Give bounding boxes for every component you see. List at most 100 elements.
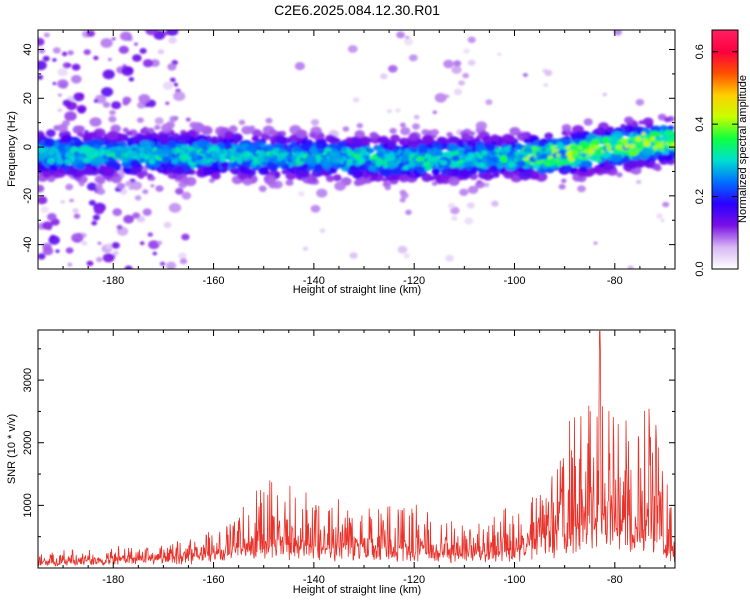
heatmap-blob [443, 59, 454, 69]
heatmap-blob [110, 124, 121, 133]
heatmap-blob [208, 178, 215, 184]
heatmap-blob [408, 132, 419, 142]
heatmap-blob [474, 137, 481, 142]
heatmap-blob [410, 157, 417, 163]
heatmap-blob [340, 146, 347, 152]
heatmap-blob [524, 147, 533, 153]
heatmap-blob [605, 137, 611, 143]
heatmap-blob [96, 177, 106, 185]
heatmap-blob [95, 256, 103, 263]
heatmap-blob [163, 221, 172, 229]
heatmap-blob [539, 153, 548, 160]
heatmap-blob [71, 233, 84, 243]
heatmap-blob [269, 129, 278, 136]
heatmap-blob [150, 184, 155, 188]
heatmap-blob [440, 160, 447, 166]
heatmap-blob [69, 198, 74, 203]
heatmap-blob [522, 72, 529, 78]
heatmap-blob [574, 132, 584, 140]
heatmap-blob [595, 157, 602, 163]
heatmap-blob [331, 157, 340, 164]
heatmap-blob [96, 139, 105, 147]
heatmap-blob [71, 63, 81, 71]
heatmap-blob [467, 185, 479, 194]
heatmap-blob [546, 138, 552, 143]
heatmap-blob [60, 200, 66, 204]
heatmap-blob [122, 127, 129, 133]
heatmap-blob [606, 145, 612, 151]
heatmap-blob [57, 123, 68, 133]
heatmap-blob [40, 206, 49, 214]
heatmap-blob [580, 152, 587, 158]
heatmap-blob [166, 166, 175, 174]
heatmap-blob [58, 168, 65, 174]
heatmap-blob [641, 137, 648, 143]
heatmap-blob [529, 136, 538, 143]
heatmap-blob [289, 160, 297, 167]
heatmap-blob [562, 158, 571, 165]
heatmap-blob [118, 45, 129, 54]
heatmap-blob [46, 157, 56, 165]
heatmap-blob [179, 258, 188, 265]
heatmap-blob [168, 202, 182, 213]
heatmap-blob [561, 131, 568, 136]
heatmap-blob [114, 152, 123, 159]
heatmap-blob [561, 124, 572, 132]
heatmap-blob [101, 87, 114, 97]
heatmap-blob [643, 141, 651, 147]
heatmap-blob [78, 145, 91, 155]
heatmap-blob [593, 145, 599, 149]
heatmap-blob [55, 249, 60, 253]
heatmap-blob [477, 154, 483, 159]
heatmap-blob [653, 163, 661, 169]
heatmap-blob [236, 158, 244, 164]
heatmap-blob [408, 139, 420, 148]
heatmap-blob [154, 117, 164, 125]
heatmap-blob [161, 149, 170, 156]
heatmap-blob [57, 79, 69, 89]
heatmap-blob [107, 160, 118, 169]
heatmap-blob [610, 153, 623, 163]
heatmap-blob [416, 166, 425, 173]
heatmap-blob [142, 189, 149, 195]
heatmap-blob [656, 213, 663, 219]
heatmap-blob [76, 162, 86, 170]
heatmap-blob [238, 119, 246, 125]
heatmap-blob [170, 152, 176, 157]
heatmap-blob [265, 117, 273, 124]
heatmap-blob [38, 163, 46, 170]
heatmap-blob [481, 158, 488, 164]
heatmap-blob [472, 165, 479, 172]
heatmap-blob [212, 154, 221, 161]
heatmap-blob [416, 156, 424, 162]
heatmap-blob [399, 189, 407, 196]
heatmap-blob [85, 157, 91, 161]
heatmap-blob [284, 155, 290, 160]
heatmap-blob [302, 163, 309, 169]
heatmap-blob [102, 253, 115, 263]
heatmap-blob [281, 169, 288, 175]
heatmap-blob [588, 148, 595, 154]
heatmap-blob [627, 265, 634, 269]
heatmap-blob [252, 159, 258, 164]
heatmap-blob [500, 149, 508, 156]
heatmap-blob [399, 197, 406, 203]
heatmap-blob [111, 101, 122, 110]
heatmap-blob [384, 149, 391, 154]
heatmap-blob [607, 135, 619, 144]
heatmap-blob [45, 129, 56, 138]
heatmap-blob [431, 156, 440, 163]
heatmap-blob [342, 156, 347, 161]
heatmap-blob [172, 149, 177, 153]
heatmap-blob [347, 150, 355, 157]
heatmap-blob [229, 168, 235, 173]
heatmap-blob [486, 144, 496, 152]
heatmap-blob [42, 171, 51, 178]
heatmap-blob [541, 138, 548, 143]
heatmap-blob [132, 212, 141, 219]
heatmap-blob [561, 154, 568, 160]
heatmap-blob [86, 260, 94, 267]
heatmap-blob [352, 97, 360, 103]
heatmap-blob [467, 59, 476, 66]
heatmap-blob [466, 202, 475, 209]
